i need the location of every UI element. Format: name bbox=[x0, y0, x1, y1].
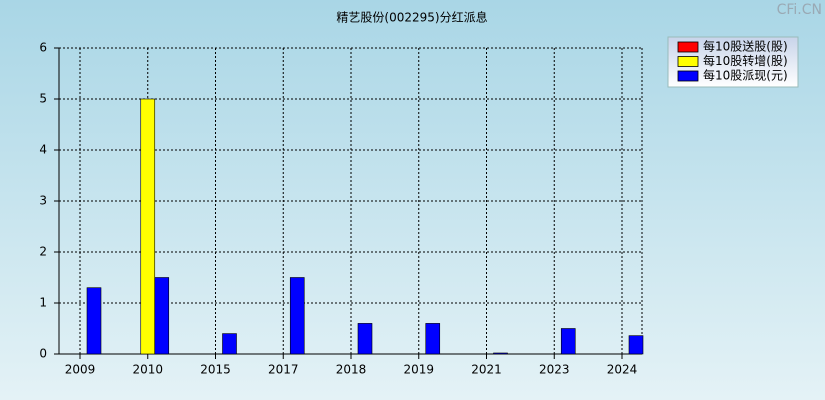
legend-swatch bbox=[677, 56, 699, 67]
bar bbox=[289, 277, 305, 355]
bar bbox=[357, 323, 373, 355]
legend-label: 每10股转增(股) bbox=[703, 53, 788, 68]
bar bbox=[425, 323, 441, 355]
y-tick-label: 0 bbox=[39, 347, 47, 361]
bar bbox=[86, 287, 102, 355]
y-tick-label: 2 bbox=[39, 245, 47, 259]
x-tick-label: 2023 bbox=[539, 363, 570, 377]
legend-label: 每10股派现(元) bbox=[703, 68, 788, 83]
legend-label: 每10股送股(股) bbox=[703, 39, 788, 54]
y-tick-label: 4 bbox=[39, 143, 47, 157]
x-tick-label: 2019 bbox=[403, 363, 434, 377]
y-tick-label: 6 bbox=[39, 41, 47, 55]
x-tick-label: 2017 bbox=[268, 363, 299, 377]
x-tick-label: 2024 bbox=[607, 363, 638, 377]
bar bbox=[628, 335, 644, 355]
y-tick-label: 1 bbox=[39, 296, 47, 310]
bar bbox=[493, 352, 508, 355]
y-tick-label: 5 bbox=[39, 92, 47, 106]
watermark: CFi.CN bbox=[777, 2, 822, 18]
legend-swatch bbox=[677, 41, 699, 53]
x-tick-label: 2009 bbox=[65, 363, 96, 377]
x-tick-label: 2015 bbox=[200, 363, 231, 377]
y-tick-label: 3 bbox=[39, 194, 47, 208]
x-tick-label: 2010 bbox=[132, 363, 163, 377]
bar bbox=[560, 328, 576, 355]
legend-swatch bbox=[677, 70, 699, 82]
bar bbox=[222, 333, 237, 355]
bar bbox=[140, 98, 156, 355]
x-tick-label: 2018 bbox=[336, 363, 367, 377]
x-tick-label: 2021 bbox=[471, 363, 502, 377]
bar bbox=[154, 277, 170, 355]
chart-title: 精艺股份(002295)分红派息 bbox=[336, 10, 487, 25]
